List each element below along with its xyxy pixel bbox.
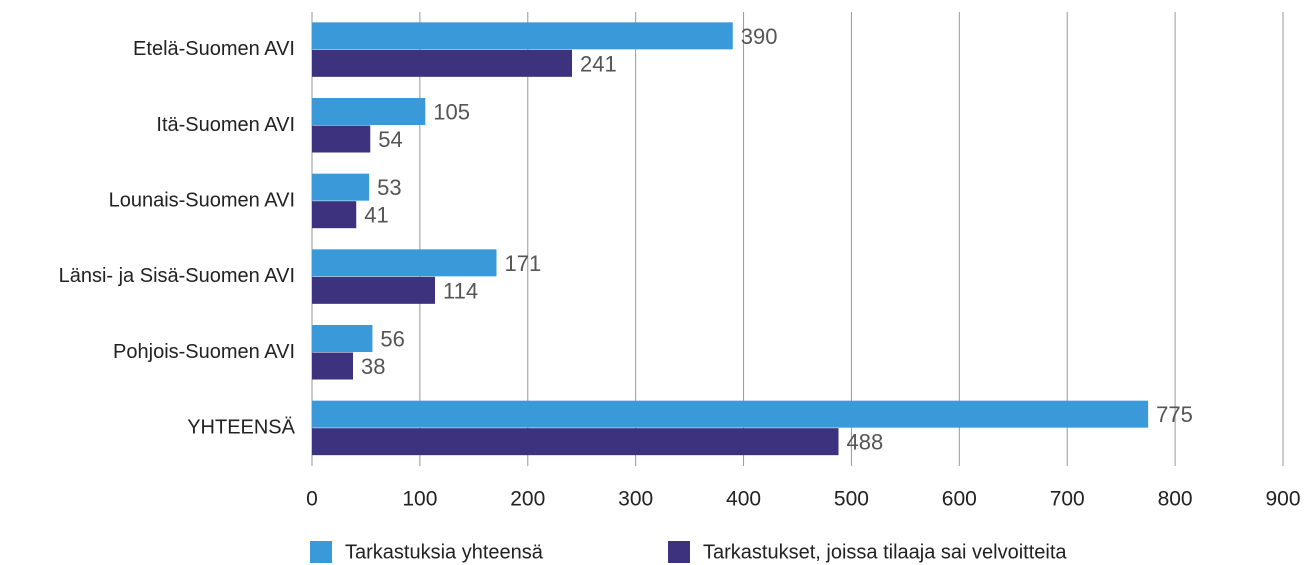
data-label: 53 [377,175,401,200]
legend-label: Tarkastuksia yhteensä [345,541,544,563]
x-tick-label: 600 [942,488,977,511]
x-tick-label: 200 [510,488,545,511]
y-tick-label: Länsi- ja Sisä-Suomen AVI [59,265,295,287]
legend-swatch [668,541,690,563]
data-label: 390 [741,24,778,49]
bar [312,201,357,229]
y-tick-label: Pohjois-Suomen AVI [113,341,295,363]
data-label: 38 [361,354,385,379]
data-label: 54 [378,127,402,152]
y-tick-label: Etelä-Suomen AVI [133,38,295,60]
x-tick-label: 0 [306,488,318,511]
bar [312,249,497,277]
legend-label: Tarkastukset, joissa tilaaja sai velvoit… [703,541,1067,563]
x-tick-label: 800 [1158,488,1193,511]
x-tick-label: 900 [1265,488,1300,511]
bar [312,352,353,380]
x-tick-label: 500 [834,488,869,511]
x-tick-label: 100 [402,488,437,511]
bar [312,276,435,304]
x-tick-label: 400 [726,488,761,511]
data-label: 114 [443,278,478,303]
bar [312,22,733,50]
data-label: 241 [580,51,617,76]
data-label: 105 [433,100,470,125]
y-tick-label: YHTEENSÄ [187,416,295,438]
bar [312,49,573,77]
bar [312,98,426,125]
x-tick-label: 300 [618,488,653,511]
data-label: 775 [1156,402,1193,427]
legend-swatch [310,541,332,563]
bar [312,125,371,153]
data-label: 171 [504,251,541,276]
x-tick-label: 700 [1050,488,1085,511]
data-label: 41 [364,203,388,228]
data-label: 56 [380,327,404,352]
bar [312,400,1149,428]
bar [312,325,373,352]
y-tick-label: Lounais-Suomen AVI [109,189,295,211]
data-label: 488 [846,430,883,455]
y-tick-label: Itä-Suomen AVI [156,114,295,136]
bar [312,173,370,201]
bar [312,428,839,456]
